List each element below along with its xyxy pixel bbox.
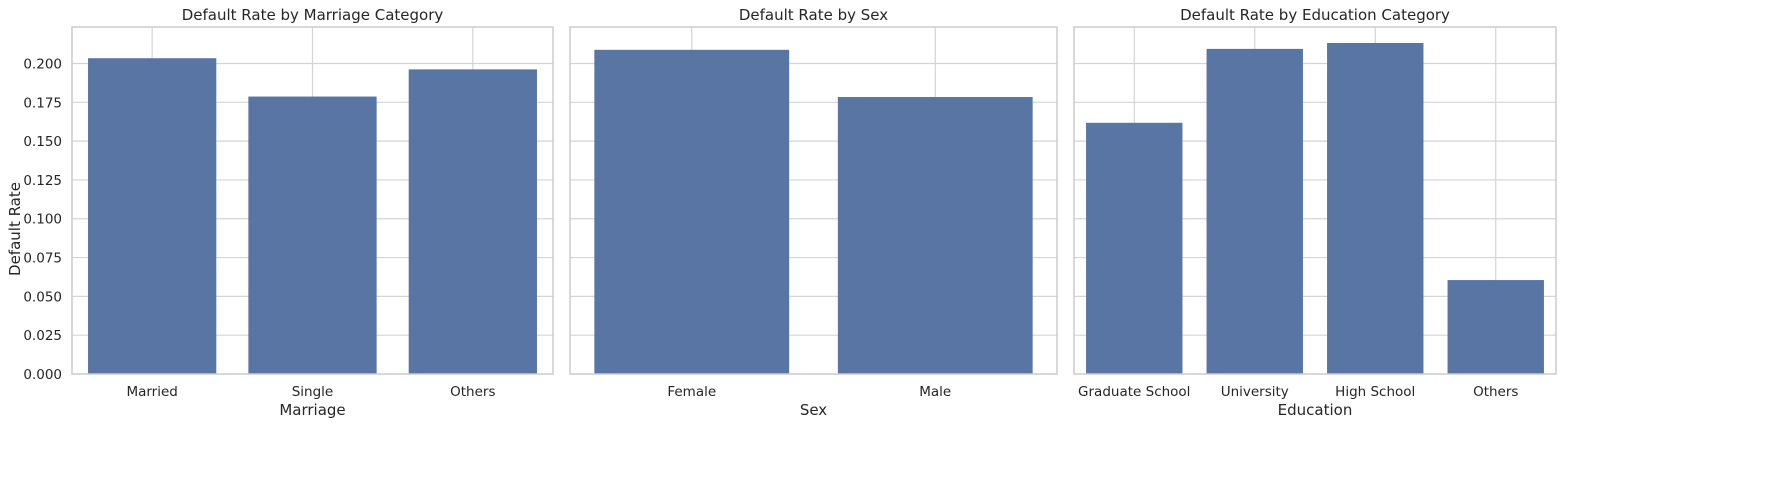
- bar: [1447, 280, 1544, 374]
- x-axis-label: Sex: [800, 401, 827, 419]
- chart-panel-2: Female Male Default Rate by Sex Sex: [569, 6, 1058, 419]
- plot-frame: [1073, 26, 1557, 375]
- bar: [1327, 42, 1424, 375]
- x-tick-label: Male: [919, 384, 951, 400]
- bar: [248, 96, 377, 374]
- chart-title: Default Rate by Education Category: [1180, 6, 1450, 24]
- chart-panel-3: Graduate School University High School Othe…: [1073, 6, 1557, 419]
- x-tick-label: Others: [450, 384, 495, 400]
- plot-frame: [71, 26, 554, 375]
- bar: [837, 97, 1033, 374]
- x-axis-label: Marriage: [279, 401, 345, 419]
- x-tick-label: University: [1221, 384, 1289, 400]
- y-tick-label: 0.125: [23, 173, 62, 189]
- plot-frame: [569, 26, 1058, 375]
- y-tick-label: 0.050: [23, 289, 62, 305]
- bar: [408, 69, 537, 375]
- y-axis-label: Default Rate: [6, 182, 24, 276]
- y-tick-label: 0.175: [23, 95, 62, 111]
- chart-panel-1: Married Single Others Default Rate by Marri…: [23, 6, 554, 419]
- y-tick-label: 0.000: [23, 367, 62, 383]
- bar: [594, 49, 790, 375]
- x-axis-label: Education: [1278, 401, 1353, 419]
- bar: [1086, 122, 1183, 375]
- y-tick-label: 0.150: [23, 134, 62, 150]
- chart-title: Default Rate by Marriage Category: [182, 6, 444, 24]
- x-tick-label: Married: [126, 384, 177, 400]
- y-tick-label: 0.075: [23, 251, 62, 267]
- y-tick-label: 0.100: [23, 212, 62, 228]
- y-tick-label: 0.025: [23, 328, 62, 344]
- chart-title: Default Rate by Sex: [739, 6, 888, 24]
- x-tick-label: High School: [1335, 384, 1415, 400]
- x-tick-label: Graduate School: [1078, 384, 1190, 400]
- x-tick-label: Single: [292, 384, 334, 400]
- x-tick-label: Others: [1473, 384, 1518, 400]
- x-tick-label: Female: [667, 384, 716, 400]
- y-tick-label: 0.200: [23, 56, 62, 72]
- bar: [88, 58, 217, 374]
- bar: [1206, 48, 1303, 375]
